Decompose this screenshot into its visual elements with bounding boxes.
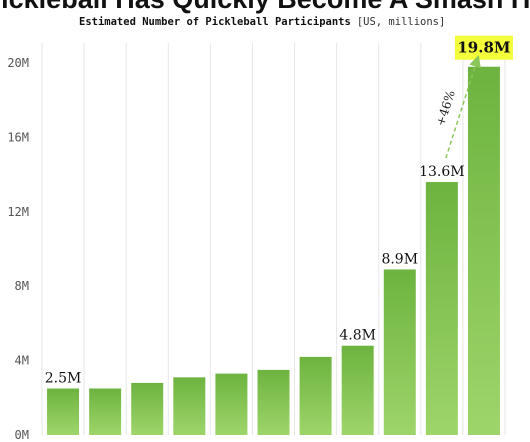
bar	[257, 369, 290, 435]
growth-label: +46%	[433, 89, 458, 128]
bar	[215, 373, 248, 435]
bars	[47, 66, 500, 435]
data-label: 13.6M	[419, 164, 465, 180]
grid-lines	[41, 43, 506, 435]
chart-subtitle-main: Estimated Number of Pickleball Participa…	[79, 16, 351, 28]
data-label-highlight	[454, 35, 513, 60]
bar	[299, 356, 332, 435]
bar	[131, 382, 164, 435]
growth-arrow	[445, 55, 481, 159]
bar	[173, 377, 206, 435]
y-tick-label: 20M	[7, 56, 29, 70]
y-tick-label: 12M	[7, 205, 29, 219]
data-label: 2.5M	[45, 371, 82, 387]
data-label: 19.8M	[457, 39, 510, 57]
y-tick-label: 8M	[15, 279, 29, 293]
bar	[89, 388, 122, 435]
data-label: 8.9M	[381, 251, 418, 267]
chart-subtitle: Estimated Number of Pickleball Participa…	[79, 16, 445, 28]
bar	[341, 345, 374, 435]
bar	[467, 66, 500, 435]
y-tick-label: 16M	[7, 130, 29, 144]
y-axis: 0M 4M 8M 12M 16M 20M	[7, 56, 29, 442]
bar	[47, 388, 80, 435]
data-label: 4.8M	[339, 328, 376, 344]
y-tick-label: 4M	[15, 354, 29, 368]
bar	[383, 269, 416, 435]
y-tick-label: 0M	[15, 428, 29, 442]
bar	[425, 182, 458, 435]
chart-title: Pickleball Has Quickly Become A Smash Hi…	[0, 0, 530, 14]
chart-subtitle-unit: [US, millions]	[357, 16, 446, 28]
data-labels: 2.5M 4.8M 8.9M 13.6M 19.8M	[45, 35, 513, 387]
